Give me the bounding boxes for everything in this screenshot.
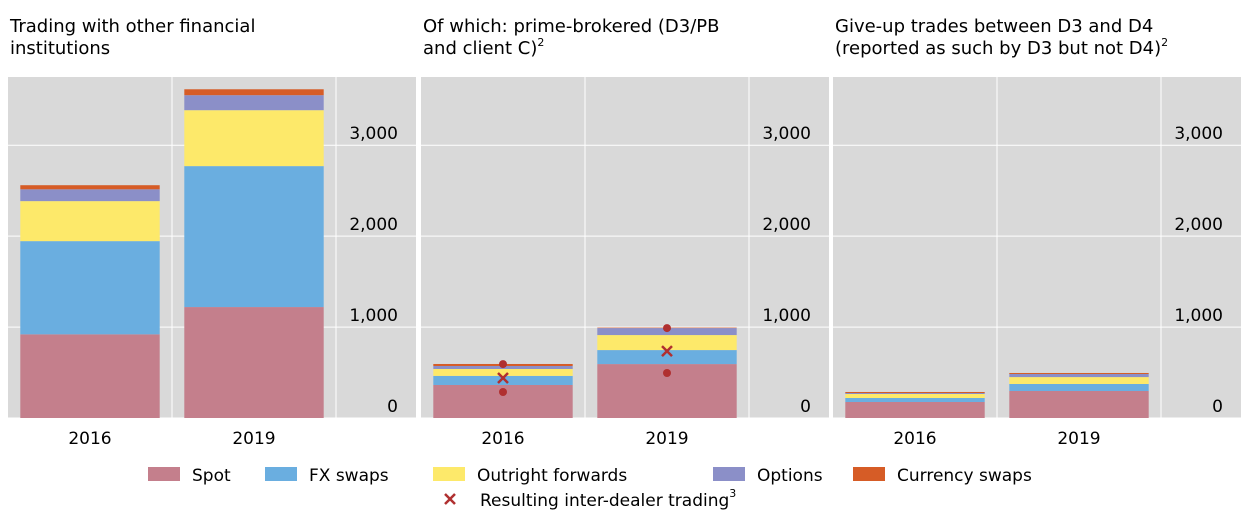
bar-segment	[20, 189, 160, 202]
bar-segment	[20, 201, 160, 242]
x-tick-label: 2016	[893, 429, 936, 449]
legend-label: Resulting inter-dealer trading3	[480, 487, 736, 510]
bar-segment	[1009, 372, 1149, 374]
title-footnote: 2	[1161, 36, 1168, 49]
bar-segment	[1009, 377, 1149, 384]
x-tick-label: 2016	[481, 429, 524, 449]
bar-segment	[20, 241, 160, 335]
range-low	[499, 387, 507, 396]
legend-swatch	[853, 467, 885, 481]
y-tick-label: 0	[1212, 397, 1223, 417]
bar-segment	[1009, 373, 1149, 378]
bar-segment	[184, 166, 324, 308]
bar-segment	[845, 393, 985, 398]
plot-background	[833, 77, 1241, 418]
bar-segment	[597, 335, 737, 351]
range-high	[499, 360, 507, 369]
bar-segment	[597, 350, 737, 365]
legend-swatch	[265, 467, 297, 481]
chart-title: Give-up trades between D3 and D4	[835, 16, 1153, 37]
y-tick-label: 1,000	[349, 306, 398, 326]
y-tick-label: 3,000	[762, 124, 811, 144]
legend-label: Spot	[192, 466, 231, 486]
legend-swatch	[148, 467, 180, 481]
x-tick-label: 2019	[232, 429, 275, 449]
marker	[497, 372, 509, 384]
legend-swatch	[433, 467, 465, 481]
legend-label: Currency swaps	[897, 466, 1032, 486]
marker	[661, 345, 673, 357]
bar-segment	[20, 334, 160, 418]
bar-segment	[20, 185, 160, 190]
chart-title: (reported as such by D3 but not D4)2	[835, 36, 1168, 59]
legend-footnote: 3	[729, 487, 736, 500]
x-tick-label: 2019	[645, 429, 688, 449]
bar-segment	[845, 392, 985, 394]
bar-segment	[184, 307, 324, 418]
chart-title: and client C)2	[423, 36, 544, 59]
bar-segment	[1009, 383, 1149, 391]
range-high	[663, 324, 671, 333]
range-low	[663, 368, 671, 377]
chart-title: institutions	[10, 38, 110, 59]
legend-label: Outright forwards	[477, 466, 627, 486]
legend-label: Options	[757, 466, 823, 486]
bar-segment	[433, 368, 573, 376]
title-footnote: 2	[537, 36, 544, 49]
bar-segment	[184, 95, 324, 111]
y-tick-label: 2,000	[762, 215, 811, 235]
legend-label: FX swaps	[309, 466, 389, 486]
y-tick-label: 1,000	[762, 306, 811, 326]
legend-swatch	[713, 467, 745, 481]
bar-segment	[1009, 390, 1149, 418]
bar-segment	[845, 391, 985, 393]
chart-title: Trading with other financial	[9, 16, 255, 37]
bar-segment	[184, 110, 324, 167]
x-tick-label: 2019	[1057, 429, 1100, 449]
bar-segment	[184, 89, 324, 96]
bar-segment	[433, 375, 573, 385]
y-tick-label: 3,000	[349, 124, 398, 144]
bar-segment	[845, 397, 985, 402]
bar-segment	[845, 401, 985, 418]
y-tick-label: 3,000	[1174, 124, 1223, 144]
chart-title: Of which: prime-brokered (D3/PB	[423, 16, 720, 37]
y-tick-label: 0	[387, 397, 398, 417]
y-tick-label: 1,000	[1174, 306, 1223, 326]
legend-marker	[444, 493, 456, 505]
x-tick-label: 2016	[68, 429, 111, 449]
y-tick-label: 2,000	[349, 215, 398, 235]
y-tick-label: 2,000	[1174, 215, 1223, 235]
y-tick-label: 0	[800, 397, 811, 417]
